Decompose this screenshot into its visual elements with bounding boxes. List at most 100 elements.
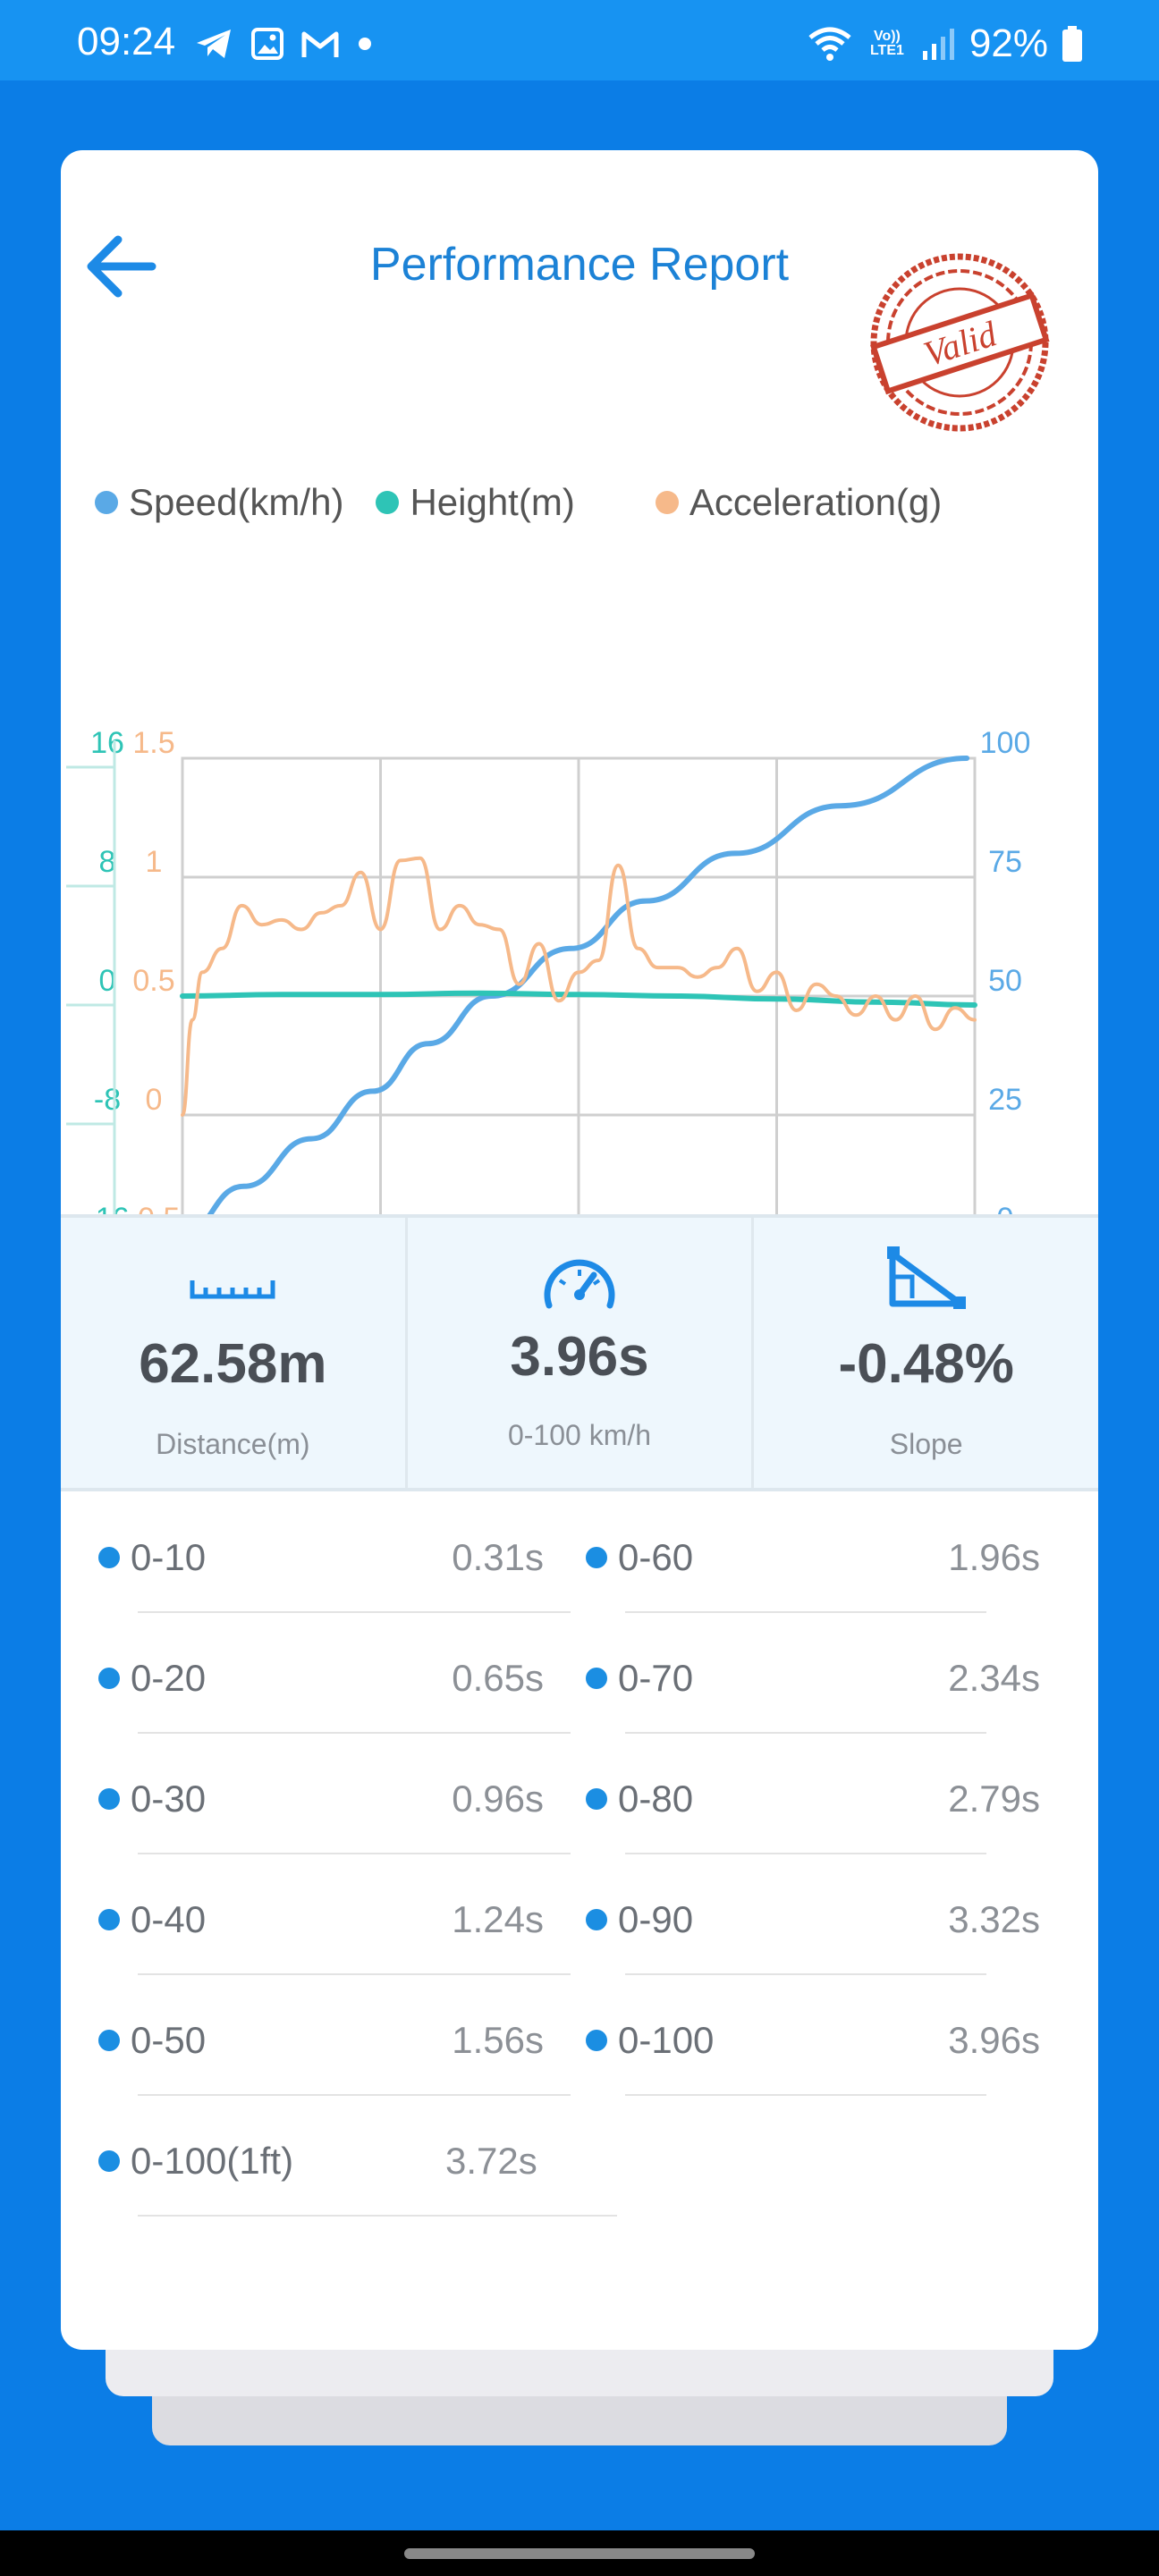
speed-axis-tick-label: 100: [980, 726, 1031, 760]
split-name: 0-40: [131, 1898, 207, 1940]
battery-icon: [1062, 26, 1082, 62]
divider: [138, 1853, 571, 1854]
status-time: 09:24: [77, 20, 176, 63]
split-row: 0-80 2.79s: [548, 1733, 1040, 1854]
acceleration-axis-tick-label: 0: [146, 1083, 163, 1117]
divider: [625, 1611, 986, 1613]
stat-slope: -0.48% Slope: [751, 1218, 1098, 1488]
split-name: 0-100: [618, 2019, 715, 2061]
bullet-dot: [586, 2030, 607, 2051]
split-time: 1.96s: [948, 1536, 1040, 1578]
split-name: 0-60: [618, 1536, 694, 1578]
bullet-dot: [98, 1668, 120, 1689]
ruler-icon: [190, 1280, 275, 1299]
divider: [138, 2094, 571, 2096]
signal-icon: [922, 29, 954, 60]
split-row: 0-90 3.32s: [548, 1854, 1040, 1975]
acceleration-series-line: [181, 856, 977, 1117]
split-name: 0-20: [131, 1657, 207, 1699]
legend-item-height[interactable]: Height(m): [376, 481, 575, 524]
bullet-dot: [586, 1668, 607, 1689]
bullet-dot: [98, 1547, 120, 1568]
divider: [625, 1973, 986, 1975]
split-row: 0-20 0.65s: [61, 1612, 571, 1734]
divider: [138, 1732, 571, 1734]
divider: [625, 1853, 986, 1854]
split-time: 0.31s: [452, 1536, 544, 1578]
split-time: 3.72s: [445, 2140, 537, 2182]
legend-item-acceleration[interactable]: Acceleration(g): [655, 481, 943, 524]
legend-dot: [655, 491, 679, 514]
split-row: 0-60 1.96s: [548, 1491, 1040, 1613]
stat-value: 62.58m: [139, 1333, 327, 1395]
height-axis-tick-label: 16: [90, 726, 124, 760]
stat-label: 0-100 km/h: [507, 1419, 652, 1451]
split-time: 2.79s: [948, 1778, 1040, 1820]
split-time: 2.34s: [948, 1657, 1040, 1699]
bullet-dot: [98, 2150, 120, 2172]
battery-percent: 92%: [969, 21, 1048, 65]
split-time: 1.24s: [452, 1898, 544, 1940]
bullet-dot: [98, 1909, 120, 1930]
legend-item-speed[interactable]: Speed(km/h): [95, 481, 343, 524]
split-name: 0-100(1ft): [131, 2140, 294, 2182]
bullet-dot: [586, 1788, 607, 1810]
wifi-icon: [808, 27, 851, 61]
stat-value: -0.48%: [838, 1333, 1014, 1395]
acceleration-axis-tick-label: 1: [146, 845, 163, 879]
slope-icon: [886, 1246, 966, 1309]
stat-distance: 62.58m Distance(m): [61, 1218, 405, 1488]
height-axis-tick-label: 8: [99, 845, 116, 879]
report-card: Performance Report Valid Speed(km/h) Hei…: [61, 150, 1098, 2350]
split-row: 0-40 1.24s: [61, 1854, 571, 1975]
split-name: 0-30: [131, 1778, 207, 1820]
legend-dot: [376, 491, 400, 514]
split-name: 0-80: [618, 1778, 694, 1820]
legend-label: Height(m): [410, 481, 575, 523]
page-title: Performance Report: [369, 239, 790, 291]
divider: [625, 2094, 986, 2096]
split-time: 0.65s: [452, 1657, 544, 1699]
stat-label: Distance(m): [156, 1428, 310, 1460]
gallery-icon: [251, 28, 283, 60]
telegram-icon: [197, 30, 231, 58]
split-time: 1.56s: [452, 2019, 544, 2061]
arrow-left-icon: [87, 235, 157, 298]
divider: [625, 1732, 986, 1734]
height-axis-tick-label: -8: [94, 1083, 121, 1117]
speed-axis-tick-label: 50: [988, 964, 1022, 998]
split-row: 0-10 0.31s: [61, 1491, 571, 1613]
split-name: 0-90: [618, 1898, 694, 1940]
height-axis-tick-label: 0: [99, 964, 116, 998]
bullet-dot: [586, 1909, 607, 1930]
acceleration-axis-tick-label: 1.5: [132, 726, 174, 760]
divider: [138, 1973, 571, 1975]
chart-legend: Speed(km/h) Height(m) Acceleration(g): [95, 481, 974, 524]
split-time: 3.32s: [948, 1898, 1040, 1940]
speedometer-icon: [544, 1259, 615, 1309]
split-row: 0-100(1ft) 3.72s: [61, 2095, 617, 2217]
split-row: 0-100 3.96s: [548, 1974, 1040, 2096]
stats-panel: 62.58m Distance(m) 3.96s 0-100 km/h: [61, 1214, 1098, 1491]
bullet-dot: [98, 1788, 120, 1810]
split-row: 0-50 1.56s: [61, 1974, 571, 2096]
split-name: 0-70: [618, 1657, 694, 1699]
divider: [138, 1611, 571, 1613]
bullet-dot: [586, 1547, 607, 1568]
stat-value: 3.96s: [510, 1326, 649, 1388]
home-gesture-handle[interactable]: [404, 2548, 755, 2559]
split-row: 0-30 0.96s: [61, 1733, 571, 1854]
divider: [138, 2215, 617, 2217]
back-button[interactable]: [80, 231, 161, 302]
speed-axis-tick-label: 25: [988, 1083, 1022, 1117]
stat-label: Slope: [889, 1428, 963, 1460]
split-time: 3.96s: [948, 2019, 1040, 2061]
valid-stamp: Valid: [870, 253, 1050, 432]
legend-label: Speed(km/h): [129, 481, 344, 523]
legend-label: Acceleration(g): [689, 481, 943, 523]
split-row: 0-70 2.34s: [548, 1612, 1040, 1734]
split-name: 0-10: [131, 1536, 207, 1578]
split-time: 0.96s: [452, 1778, 544, 1820]
legend-dot: [95, 491, 118, 514]
